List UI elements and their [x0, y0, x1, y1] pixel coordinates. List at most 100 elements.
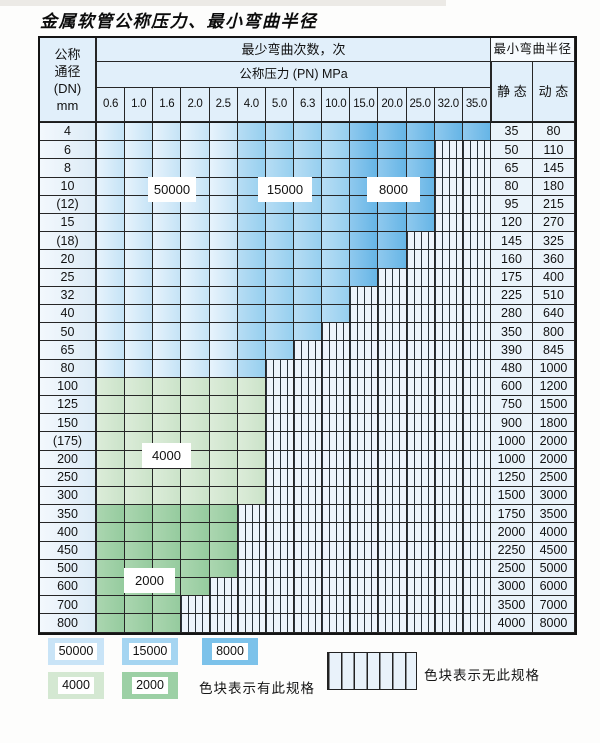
spec-cell: [97, 286, 126, 306]
spec-cell: [209, 414, 238, 433]
spec-cell: [181, 268, 210, 287]
dynamic-value-cell: 800: [532, 323, 575, 342]
spec-cell: [153, 123, 182, 142]
spec-cell: [322, 141, 351, 160]
no-spec-cell: [350, 468, 379, 488]
spec-cell: [322, 250, 351, 269]
spec-cell: [97, 559, 126, 579]
dynamic-value-cell: 1200: [532, 377, 575, 397]
no-spec-cell: [462, 359, 491, 378]
no-spec-cell: [434, 505, 463, 524]
no-spec-cell: [406, 505, 435, 524]
static-value-cell: 280: [490, 305, 533, 324]
no-spec-cell: [322, 541, 351, 560]
spec-cell: [350, 250, 379, 269]
header-bend-radius: 最小弯曲半径: [490, 38, 575, 62]
spec-cell: [237, 432, 266, 451]
no-spec-cell: [462, 159, 491, 178]
no-spec-cell: [237, 505, 266, 524]
no-spec-cell: [406, 578, 435, 597]
spec-cell: [209, 541, 238, 560]
spec-cell: [209, 432, 238, 451]
header-dynamic: 动 态: [532, 62, 575, 122]
no-spec-cell: [462, 541, 491, 560]
no-spec-cell: [434, 323, 463, 342]
spec-cell: [350, 159, 379, 178]
dn-cell: 32: [40, 286, 97, 306]
spec-cell: [209, 396, 238, 415]
legend-swatch-label: 50000: [54, 643, 98, 660]
spec-cell: [350, 214, 379, 233]
spec-cell: [293, 214, 323, 233]
spec-cell: [293, 250, 323, 269]
spec-cell: [125, 377, 154, 397]
no-spec-cell: [434, 341, 463, 360]
spec-cell: [237, 159, 266, 178]
no-spec-cell: [434, 468, 463, 488]
spec-cell: [97, 323, 126, 342]
no-spec-cell: [462, 250, 491, 269]
spec-cell: [265, 141, 294, 160]
no-spec-cell: [434, 286, 463, 306]
dn-cell: (175): [40, 432, 97, 451]
spec-cell: [125, 523, 154, 542]
static-value-cell: 2250: [490, 541, 533, 560]
dn-cell: 65: [40, 341, 97, 360]
no-spec-cell: [434, 614, 463, 633]
spec-cell: [209, 305, 238, 324]
spec-cell: [181, 250, 210, 269]
spec-cell: [350, 232, 379, 251]
dn-cell: 100: [40, 377, 97, 397]
static-value-cell: 1750: [490, 505, 533, 524]
spec-cell: [237, 323, 266, 342]
spec-cell: [181, 541, 210, 560]
spec-cell: [125, 232, 154, 251]
spec-cell: [209, 323, 238, 342]
spec-cell: [209, 214, 238, 233]
spec-cell: [293, 141, 323, 160]
no-spec-cell: [181, 614, 210, 633]
no-spec-cell: [350, 359, 379, 378]
no-spec-cell: [406, 377, 435, 397]
no-spec-cell: [293, 468, 323, 488]
no-spec-cell: [406, 341, 435, 360]
spec-cell: [97, 450, 126, 469]
dynamic-value-cell: 80: [532, 123, 575, 142]
no-spec-cell: [378, 505, 407, 524]
spec-cell: [378, 159, 407, 178]
no-spec-cell: [462, 487, 491, 506]
spec-cell: [181, 523, 210, 542]
spec-cell: [125, 305, 154, 324]
no-spec-cell: [322, 414, 351, 433]
spec-cell: [406, 214, 435, 233]
spec-cell: [237, 268, 266, 287]
spec-cell: [153, 250, 182, 269]
spec-cell: [97, 523, 126, 542]
spec-cell: [125, 414, 154, 433]
dynamic-value-cell: 1800: [532, 414, 575, 433]
spec-cell: [293, 323, 323, 342]
no-spec-cell: [322, 432, 351, 451]
spec-cell: [237, 232, 266, 251]
spec-cell: [153, 305, 182, 324]
no-spec-cell: [406, 396, 435, 415]
spec-cell: [181, 286, 210, 306]
dynamic-value-cell: 5000: [532, 559, 575, 579]
spec-cell: [237, 250, 266, 269]
no-spec-cell: [293, 341, 323, 360]
no-spec-cell: [462, 268, 491, 287]
spec-cell: [209, 468, 238, 488]
spec-cell: [97, 305, 126, 324]
pressure-tick-4.0: 4.0: [237, 88, 266, 122]
pressure-tick-2.5: 2.5: [209, 88, 238, 122]
dn-cell: 50: [40, 323, 97, 342]
spec-cell: [97, 268, 126, 287]
spec-cell: [153, 468, 182, 488]
no-spec-cell: [434, 359, 463, 378]
pressure-tick-6.3: 6.3: [293, 88, 323, 122]
spec-cell: [265, 123, 294, 142]
spec-cell: [153, 505, 182, 524]
dn-cell: 4: [40, 123, 97, 142]
spec-cell: [181, 396, 210, 415]
spec-cell: [237, 141, 266, 160]
